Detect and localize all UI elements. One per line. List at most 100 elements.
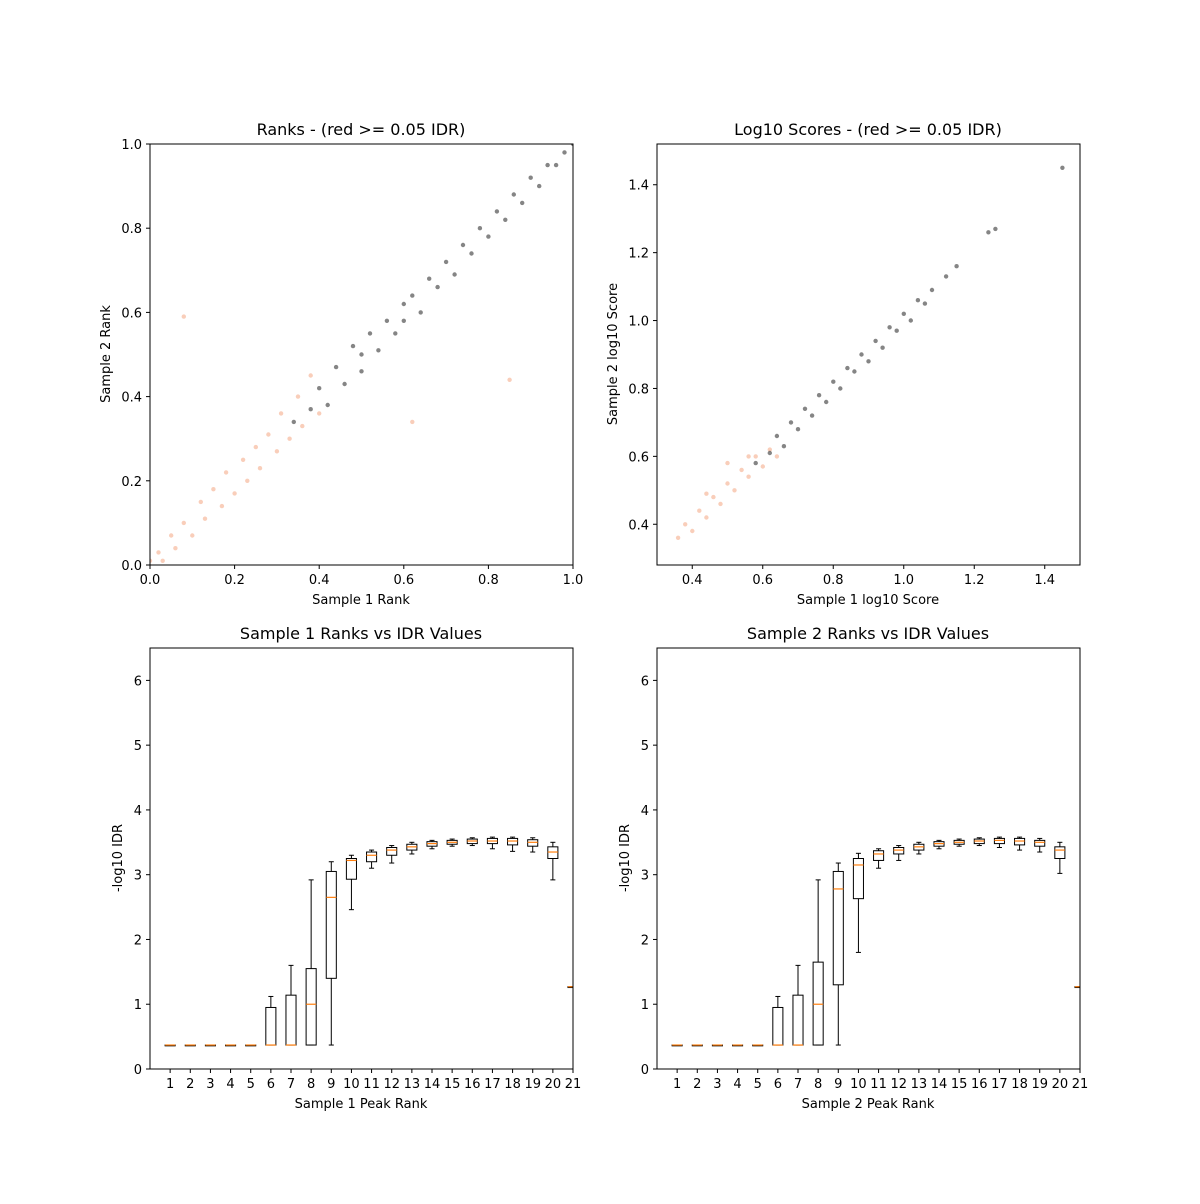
ranks-scatter-point-fail [240, 457, 246, 462]
ranks-scatter-point-pass [494, 209, 500, 214]
ranks-scatter-point-fail [219, 503, 225, 509]
sample2-boxplot-xtick-label: 10 [850, 1077, 867, 1092]
sample1-boxplot-xtick-label: 11 [363, 1077, 380, 1092]
log10-scatter-point-fail [725, 481, 730, 486]
sample2-boxplot-xlabel: Sample 2 Peak Rank [802, 1097, 935, 1112]
sample2-boxplot-ytick-label: 6 [641, 674, 649, 689]
log10-scatter-point-pass [880, 345, 885, 350]
sample2-boxplot-xtick-label: 13 [911, 1077, 928, 1092]
sample2-boxplot-xtick-label: 21 [1072, 1077, 1089, 1092]
ranks-scatter-plot-area [150, 144, 573, 563]
sample2-boxplot-xtick-label: 11 [870, 1077, 887, 1092]
ranks-scatter-point-fail [245, 478, 250, 483]
ranks-scatter-point-pass [486, 234, 491, 239]
log10-scatter-axes-frame [656, 143, 1081, 566]
sample2-boxplot-ytick-label: 3 [641, 869, 649, 884]
log10-scatter-point-pass [788, 420, 794, 425]
ranks-scatter-point-pass [477, 226, 483, 231]
log10-scatter-ytick-label: 0.6 [628, 450, 649, 465]
sample1-boxplot-ytick-label: 5 [134, 739, 142, 754]
log10-scatter-point-pass [954, 264, 959, 269]
sample2-boxplot-xtick-label: 1 [673, 1077, 681, 1092]
log10-scatter-point-fail [746, 454, 751, 459]
log10-scatter-point-pass [838, 386, 843, 391]
ranks-scatter-point-pass [401, 318, 406, 323]
sample2-boxplot-box [1034, 839, 1046, 847]
ranks-scatter-xtick-label: 0.0 [140, 573, 161, 588]
log10-scatter-xtick-label: 1.4 [1034, 573, 1055, 588]
ranks-scatter-xtick-label: 0.6 [393, 573, 414, 588]
sample2-boxplot-ytick-label: 4 [641, 804, 649, 819]
sample1-boxplot-ytick-label: 2 [134, 933, 142, 948]
log10-scatter-point-fail [675, 535, 681, 540]
sample1-boxplot-xtick-label: 10 [343, 1077, 360, 1092]
ranks-scatter-point-fail [150, 558, 153, 563]
sample2-boxplot-xtick-label: 15 [951, 1077, 968, 1092]
ranks-scatter-point-fail [232, 491, 237, 496]
sample1-boxplot-ylabel: -log10 IDR [111, 824, 126, 892]
ranks-scatter-ytick-label: 0.8 [121, 222, 142, 237]
sample1-boxplot-xtick-label: 2 [186, 1077, 194, 1092]
ranks-scatter-point-fail [181, 314, 186, 319]
sample2-boxplot-box [993, 837, 1005, 845]
ranks-scatter-point-pass [410, 293, 415, 298]
ranks-scatter-xtick-label: 0.2 [224, 573, 245, 588]
ranks-scatter-point-pass [359, 352, 364, 357]
sample2-boxplot-xtick-label: 3 [713, 1077, 721, 1092]
sample1-boxplot-ytick-label: 0 [134, 1063, 142, 1078]
sample2-boxplot-box [772, 1006, 784, 1046]
log10-scatter-point-fail [704, 515, 709, 520]
sample1-boxplot-ytick-label: 1 [134, 998, 142, 1013]
sample2-boxplot-plot-area [671, 836, 1080, 1047]
log10-scatter-point-pass [859, 352, 864, 357]
log10-scatter-point-pass [866, 359, 871, 364]
ranks-scatter-point-fail [266, 432, 271, 437]
log10-scatter-point-fail [690, 528, 695, 534]
log10-scatter-ytick-label: 0.8 [628, 382, 649, 397]
sample1-boxplot-ytick-label: 4 [134, 804, 142, 819]
sample2-boxplot-box [873, 850, 885, 861]
ranks-scatter-point-pass [342, 381, 347, 387]
log10-scatter-point-fail [753, 454, 758, 459]
ranks-scatter-point-pass [350, 343, 356, 349]
ranks-scatter-point-fail [317, 411, 322, 416]
ranks-scatter-point-fail [160, 558, 165, 563]
log10-scatter-xtick-label: 1.0 [893, 573, 914, 588]
sample1-boxplot-box [325, 870, 337, 979]
ranks-scatter-point-pass [427, 276, 432, 281]
ranks-scatter-point-fail [300, 423, 305, 429]
ranks-scatter-point-pass [367, 331, 373, 336]
log10-scatter-point-pass [986, 230, 991, 235]
ranks-scatter-title: Ranks - (red >= 0.05 IDR) [257, 120, 466, 139]
log10-scatter-point-pass [943, 274, 949, 279]
ranks-scatter-point-fail [253, 444, 258, 450]
ranks-scatter-point-pass [511, 192, 516, 197]
ranks-scatter-panel: Ranks - (red >= 0.05 IDR) Sample 1 Rank … [99, 120, 583, 608]
sample2-boxplot-box [792, 994, 804, 1046]
sample2-boxplot-xtick-label: 8 [814, 1077, 822, 1092]
ranks-scatter-ytick-label: 0.4 [121, 391, 142, 406]
ranks-scatter-point-pass [418, 310, 423, 315]
sample2-boxplot-xtick-label: 9 [834, 1077, 842, 1092]
log10-scatter-point-fail [683, 522, 688, 527]
ranks-scatter-point-pass [317, 386, 322, 391]
sample1-boxplot-xtick-label: 16 [464, 1077, 481, 1092]
sample1-boxplot-xtick-label: 5 [247, 1077, 255, 1092]
log10-scatter-point-pass [802, 406, 808, 411]
sample2-boxplot-xtick-label: 5 [754, 1077, 762, 1092]
log10-scatter-point-fail [746, 474, 751, 479]
sample1-boxplot-xtick-label: 4 [226, 1077, 234, 1092]
sample1-boxplot-xtick-label: 18 [504, 1077, 521, 1092]
sample2-boxplot-ylabel: -log10 IDR [618, 824, 633, 892]
log10-scatter-point-pass [753, 460, 758, 466]
ranks-scatter-point-fail [257, 466, 263, 471]
log10-scatter-point-pass [1060, 165, 1065, 170]
sample2-boxplot-xtick-label: 6 [774, 1077, 782, 1092]
sample1-boxplot-xtick-label: 1 [166, 1077, 174, 1092]
sample2-boxplot-xtick-label: 7 [794, 1077, 802, 1092]
ranks-scatter-point-fail [173, 546, 178, 551]
sample2-boxplot-xtick-label: 20 [1052, 1077, 1069, 1092]
log10-scatter-point-fail [739, 467, 744, 473]
log10-scatter-point-pass [887, 325, 892, 330]
